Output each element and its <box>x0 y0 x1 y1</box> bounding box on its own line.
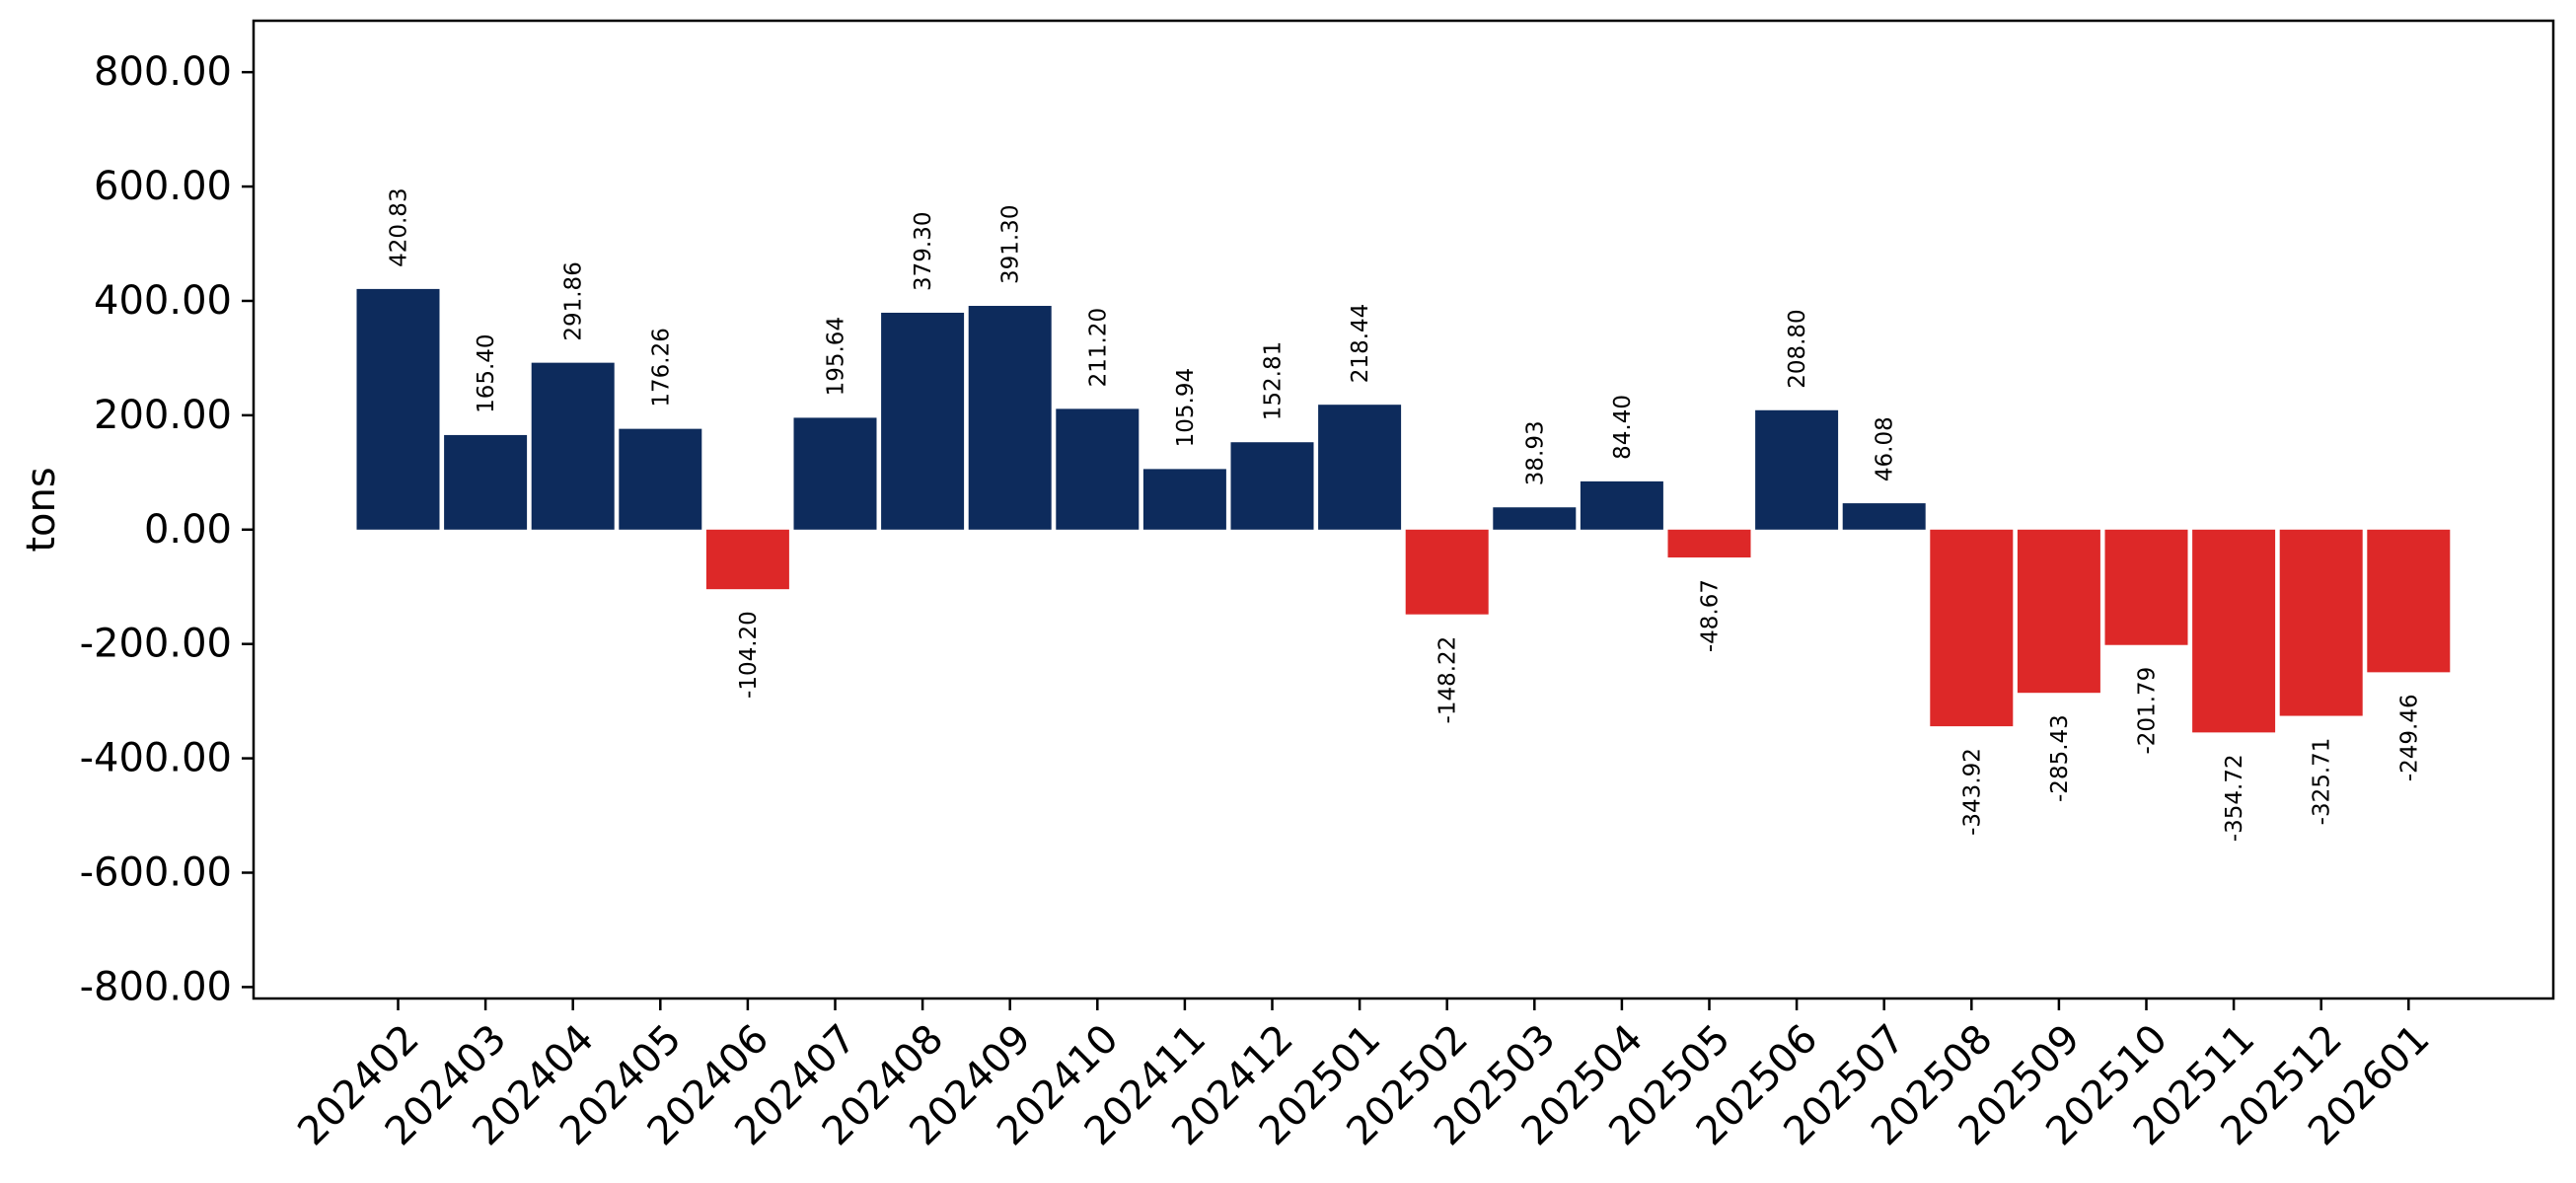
data-label-202406: -104.20 <box>736 611 762 699</box>
data-label-202512: -325.71 <box>2310 738 2335 826</box>
data-label-202407: 195.64 <box>824 317 849 396</box>
data-label-202503: 38.93 <box>1522 420 1548 485</box>
bar-202412 <box>1230 442 1314 530</box>
bar-202406 <box>705 529 789 590</box>
y-tick-label: 600.00 <box>94 164 232 209</box>
bar-202405 <box>619 428 702 530</box>
y-tick-label: 400.00 <box>94 278 232 324</box>
bar-202410 <box>1056 408 1140 530</box>
data-label-202507: 46.08 <box>1873 416 1898 481</box>
data-label-202502: -148.22 <box>1435 636 1461 724</box>
bar-202504 <box>1580 481 1663 530</box>
bar-202506 <box>1755 409 1839 530</box>
data-label-202506: 208.80 <box>1785 309 1810 388</box>
bar-202503 <box>1493 507 1577 530</box>
y-axis: -800.00 -600.00 -400.00 -200.00 0.00 200.00 40… <box>80 49 254 1009</box>
bar-202407 <box>793 417 877 530</box>
y-tick-label: -400.00 <box>80 736 232 781</box>
bar-202509 <box>2017 529 2100 694</box>
data-label-202405: 176.26 <box>648 328 674 407</box>
y-tick-label: -800.00 <box>80 964 232 1009</box>
data-label-202411: 105.94 <box>1173 368 1199 447</box>
data-label-202404: 291.86 <box>561 261 587 340</box>
y-tick-label: 200.00 <box>94 393 232 438</box>
y-tick-label: -200.00 <box>80 622 232 667</box>
bar-202502 <box>1405 529 1489 615</box>
bar-202510 <box>2104 529 2188 645</box>
y-tick-label: -600.00 <box>80 850 232 896</box>
data-label-202402: 420.83 <box>387 187 412 266</box>
bar-202403 <box>444 434 528 530</box>
plot-frame <box>252 19 2555 1000</box>
bar-202404 <box>531 362 615 530</box>
y-tick-label: 0.00 <box>144 507 232 553</box>
bar-202501 <box>1318 405 1402 530</box>
data-label-202509: -285.43 <box>2047 714 2073 802</box>
x-axis: 2024022024032024042024052024062024072024… <box>289 998 2439 1154</box>
bar-202411 <box>1142 469 1226 530</box>
data-label-202412: 152.81 <box>1261 341 1287 420</box>
data-label-202508: -343.92 <box>1959 748 1985 836</box>
bar-202409 <box>968 306 1052 530</box>
bar-202507 <box>1842 503 1926 530</box>
data-label-202510: -201.79 <box>2135 667 2161 755</box>
bars-group <box>356 288 2451 733</box>
bar-202505 <box>1667 529 1751 557</box>
y-axis-label: tons <box>19 467 64 552</box>
bar-202408 <box>881 312 965 530</box>
bar-202511 <box>2192 529 2276 733</box>
bar-202512 <box>2279 529 2363 716</box>
data-label-202501: 218.44 <box>1348 304 1373 383</box>
y-tick-label: 800.00 <box>94 49 232 95</box>
bar-202402 <box>356 288 440 530</box>
data-label-202409: 391.30 <box>998 205 1024 284</box>
data-label-202505: -48.67 <box>1698 579 1724 652</box>
data-label-202410: 211.20 <box>1085 308 1111 387</box>
bar-202508 <box>1930 529 2014 727</box>
data-label-202403: 165.40 <box>474 333 499 412</box>
data-labels-group: 420.83 165.40 291.86 176.26 -104.20 195.64 379… <box>387 187 2423 842</box>
data-label-202601: -249.46 <box>2396 694 2422 781</box>
data-label-202511: -354.72 <box>2222 754 2247 842</box>
data-label-202504: 84.40 <box>1610 395 1636 460</box>
bar-202601 <box>2367 529 2451 673</box>
data-label-202408: 379.30 <box>911 211 936 290</box>
